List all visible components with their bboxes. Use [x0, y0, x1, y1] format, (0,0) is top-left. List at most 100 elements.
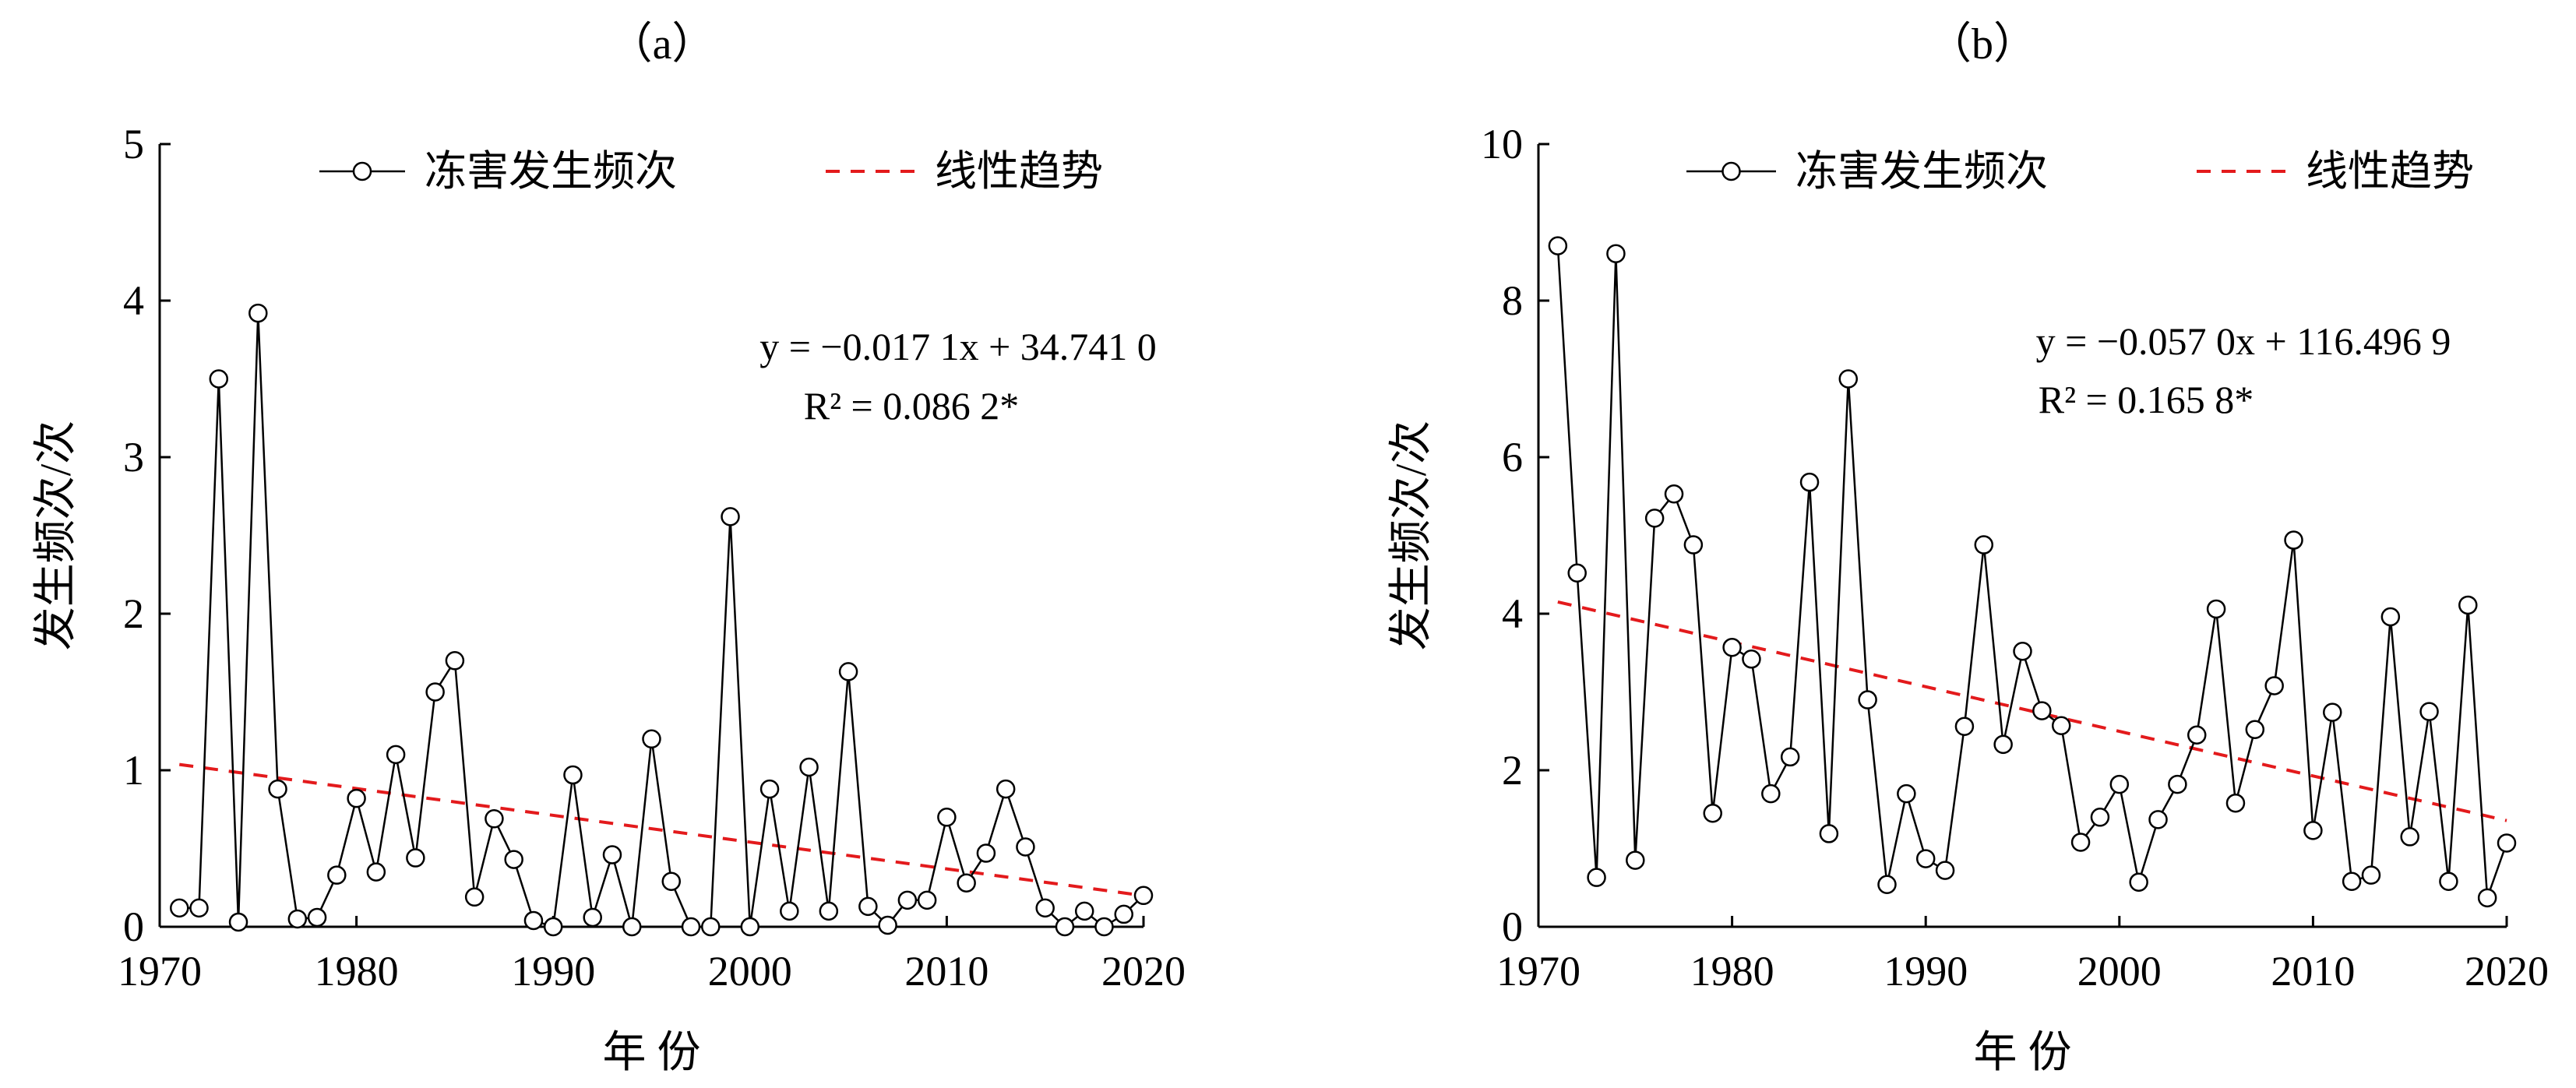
data-point	[445, 651, 465, 671]
data-point	[2342, 871, 2362, 891]
data-point	[1094, 917, 1114, 937]
data-point	[2477, 888, 2497, 908]
panel-label: （b）	[1928, 20, 2037, 69]
data-point	[268, 779, 287, 799]
panel-label: （a）	[609, 20, 716, 69]
data-point	[976, 843, 996, 863]
data-point	[1606, 244, 1626, 263]
data-point	[2439, 871, 2458, 891]
data-point	[838, 662, 858, 681]
data-point	[1035, 898, 1055, 918]
data-point	[366, 862, 386, 882]
data-point	[996, 779, 1016, 799]
data-point	[1626, 850, 1645, 870]
data-point	[661, 871, 682, 891]
y-tick-label: 4	[123, 277, 144, 324]
data-point	[917, 890, 937, 910]
data-point	[642, 729, 661, 749]
y-tick-label: 5	[123, 121, 144, 167]
x-axis-title: 年 份	[603, 1029, 701, 1077]
data-point	[2070, 833, 2091, 852]
data-point	[1838, 369, 1859, 389]
r-squared-label: R² = 0.165 8*	[2039, 378, 2254, 421]
data-point	[622, 917, 642, 937]
data-point	[2148, 810, 2168, 829]
data-point	[406, 848, 425, 868]
x-tick-label: 1980	[1690, 948, 1774, 995]
data-point	[2168, 774, 2187, 794]
data-point	[2400, 827, 2419, 847]
x-tick-label: 1970	[1496, 948, 1580, 995]
legend-series-marker	[352, 161, 372, 181]
y-tick-label: 0	[123, 903, 144, 950]
data-point	[1016, 837, 1035, 857]
data-point	[287, 909, 308, 929]
x-tick-label: 1990	[1884, 948, 1968, 995]
data-point	[2303, 821, 2323, 840]
data-point	[1548, 236, 1568, 255]
data-point	[2361, 865, 2381, 885]
series-line	[1556, 245, 2508, 899]
data-point	[563, 765, 583, 785]
data-point	[1954, 717, 1975, 736]
x-tick-label: 2020	[1101, 948, 1186, 995]
data-point	[2284, 530, 2303, 550]
data-point	[2206, 599, 2226, 619]
data-point	[2323, 702, 2342, 722]
data-point	[721, 507, 740, 526]
x-tick-label: 1980	[315, 948, 399, 995]
data-point	[858, 896, 878, 917]
data-point	[523, 910, 544, 931]
trend-equation: y = −0.017 1x + 34.741 0	[759, 325, 1157, 368]
data-point	[957, 873, 976, 893]
y-tick-label: 1	[123, 747, 144, 794]
data-point	[347, 788, 366, 808]
x-tick-label: 2010	[2271, 948, 2355, 995]
data-point	[937, 808, 957, 827]
data-point	[2497, 833, 2517, 853]
data-point	[504, 850, 523, 869]
data-point	[759, 779, 780, 799]
y-tick-label: 0	[1502, 903, 1523, 950]
data-point	[1877, 875, 1897, 894]
data-point	[2419, 702, 2439, 721]
data-point	[2245, 720, 2265, 739]
data-point	[1074, 901, 1094, 921]
legend: 冻害发生频次 线性趋势	[319, 148, 1103, 195]
data-point	[1761, 783, 1781, 804]
data-point	[307, 907, 327, 928]
data-point	[681, 917, 701, 937]
y-tick-label: 2	[1502, 747, 1523, 794]
y-tick-label: 6	[1502, 434, 1523, 481]
x-tick-label: 2020	[2465, 948, 2549, 995]
data-point	[248, 303, 268, 323]
data-point	[2090, 808, 2110, 827]
y-axis-title: 发生频次/次	[32, 421, 80, 651]
legend-series-marker	[1721, 161, 1741, 181]
data-point	[1974, 535, 1994, 555]
data-point	[543, 917, 563, 937]
data-point	[425, 682, 445, 702]
data-point	[1703, 804, 1722, 823]
data-point	[2380, 607, 2401, 627]
data-point	[1722, 637, 1742, 657]
data-point	[1644, 509, 1665, 528]
data-point	[1897, 783, 1916, 804]
data-point	[1935, 861, 1955, 880]
data-point	[209, 369, 229, 389]
legend-trend-label: 线性趋势	[935, 148, 1103, 195]
data-point	[485, 809, 504, 829]
data-point	[170, 898, 189, 918]
data-point	[1114, 904, 1133, 924]
y-tick-label: 4	[1502, 590, 1523, 637]
x-tick-label: 2000	[2077, 948, 2162, 995]
data-point	[2187, 725, 2207, 745]
data-point	[1780, 747, 1800, 767]
trend-equation: y = −0.057 0x + 116.496 9	[2036, 319, 2451, 363]
data-point	[1664, 484, 1684, 504]
x-tick-label: 2000	[708, 948, 792, 995]
data-point	[1055, 917, 1075, 937]
x-tick-label: 1970	[118, 948, 202, 995]
data-point	[583, 907, 602, 928]
